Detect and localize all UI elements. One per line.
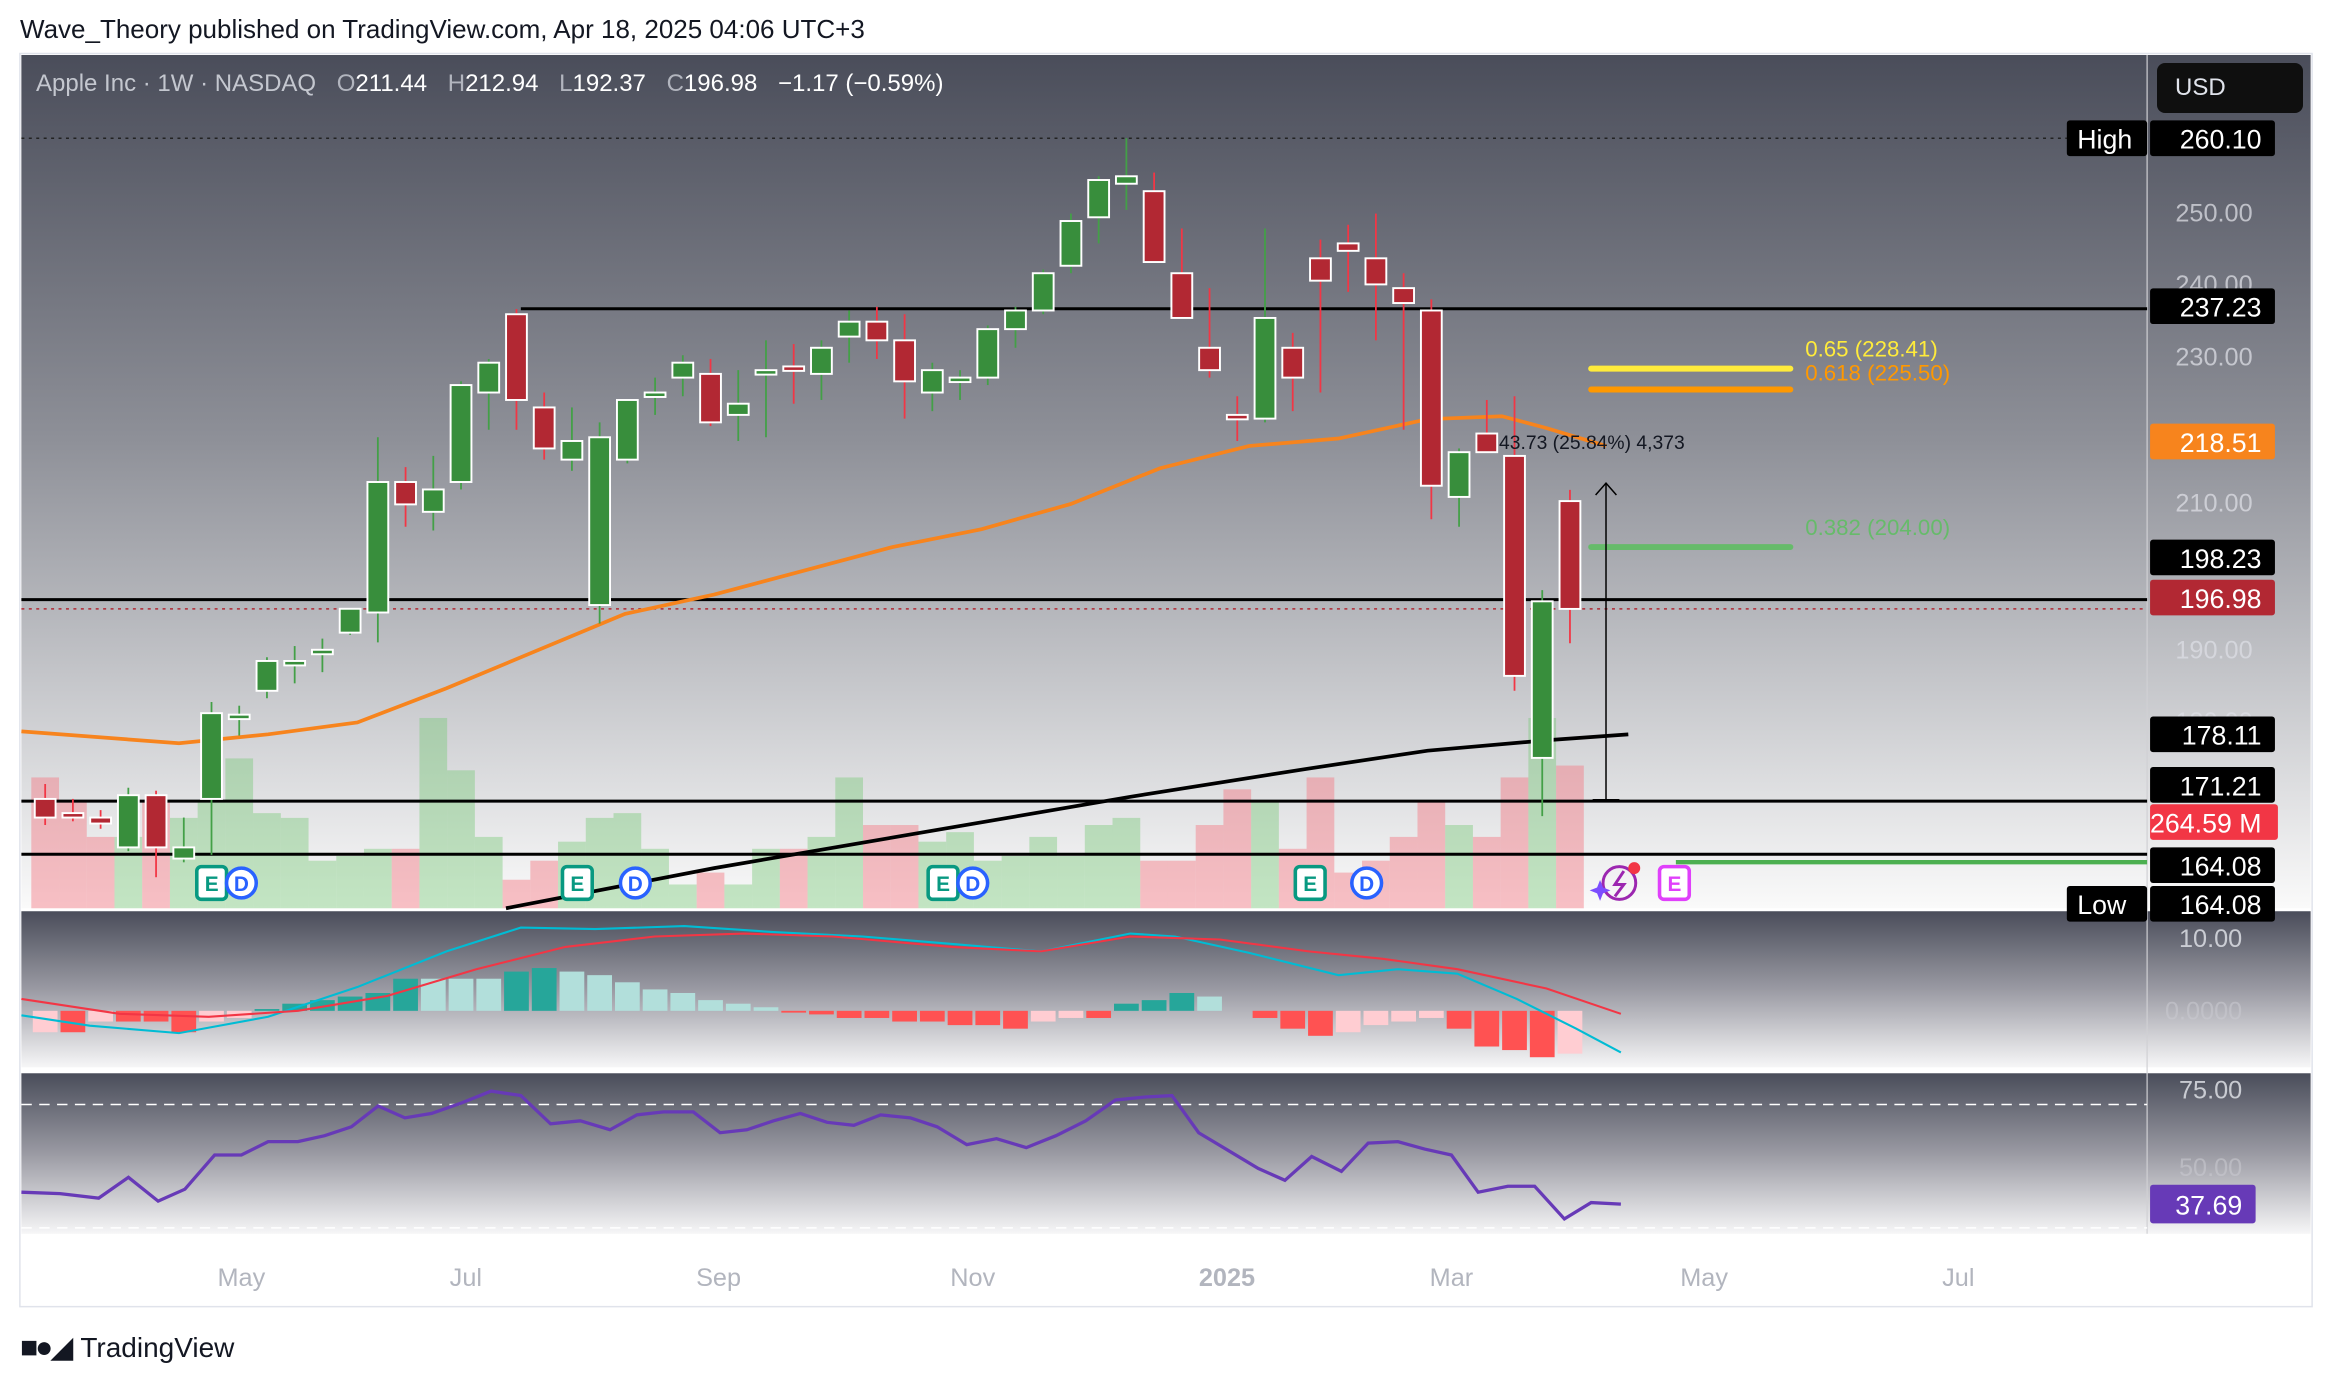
change-value: −1.17 (−0.59%)	[778, 70, 944, 97]
svg-text:0.382 (204.00): 0.382 (204.00)	[1805, 515, 1950, 540]
svg-text:178.11: 178.11	[2182, 721, 2262, 751]
svg-text:43.73 (25.84%) 4,373: 43.73 (25.84%) 4,373	[1499, 433, 1685, 454]
svg-text:D: D	[234, 873, 249, 896]
rsi-pane	[21, 1073, 2311, 1234]
svg-text:Nov: Nov	[950, 1264, 995, 1292]
svg-text:0.0000: 0.0000	[2165, 998, 2242, 1026]
svg-text:Low: Low	[2077, 890, 2127, 920]
svg-text:0.618 (225.50): 0.618 (225.50)	[1805, 361, 1950, 386]
main-pane	[21, 55, 2311, 909]
svg-text:237.23: 237.23	[2180, 293, 2262, 323]
svg-text:198.23: 198.23	[2180, 544, 2262, 574]
high-value: 212.94	[465, 70, 539, 97]
macd-pane	[21, 911, 2311, 1068]
svg-text:May: May	[1680, 1264, 1728, 1292]
svg-text:Jul: Jul	[1942, 1264, 1974, 1292]
svg-text:37.69: 37.69	[2175, 1190, 2242, 1220]
svg-text:Sep: Sep	[696, 1264, 741, 1292]
footer-brand[interactable]: ■●◢ TradingView	[20, 1330, 234, 1365]
svg-text:50.00: 50.00	[2179, 1154, 2242, 1182]
svg-text:218.51: 218.51	[2180, 428, 2262, 458]
svg-text:D: D	[965, 873, 980, 896]
svg-text:Mar: Mar	[1430, 1264, 1474, 1292]
svg-text:High: High	[2077, 125, 2132, 155]
symbol-name: Apple Inc · 1W · NASDAQ	[36, 70, 317, 97]
svg-text:264.59 M: 264.59 M	[2150, 808, 2262, 838]
svg-text:171.21: 171.21	[2180, 771, 2262, 801]
svg-text:D: D	[628, 873, 643, 896]
close-value: 196.98	[683, 70, 758, 97]
svg-text:210.00: 210.00	[2175, 489, 2252, 517]
svg-text:190.00: 190.00	[2175, 637, 2252, 665]
svg-text:May: May	[218, 1264, 266, 1292]
svg-text:E: E	[570, 873, 584, 896]
svg-text:164.08: 164.08	[2180, 890, 2262, 920]
svg-text:D: D	[1359, 873, 1374, 896]
svg-text:E: E	[1667, 873, 1681, 896]
open-value: 211.44	[355, 70, 428, 97]
svg-text:0.65 (228.41): 0.65 (228.41)	[1805, 337, 1938, 362]
tradingview-logo-icon: ■●◢	[20, 1331, 73, 1364]
svg-text:Jul: Jul	[450, 1264, 482, 1292]
svg-text:196.98: 196.98	[2180, 584, 2262, 614]
symbol-legend: Apple Inc · 1W · NASDAQ O211.44 H212.94 …	[36, 70, 944, 97]
svg-text:250.00: 250.00	[2175, 199, 2252, 227]
svg-text:164.08: 164.08	[2180, 852, 2262, 882]
brand-name: TradingView	[80, 1331, 235, 1363]
svg-text:260.10: 260.10	[2180, 125, 2262, 155]
publish-info: Wave_Theory published on TradingView.com…	[20, 14, 865, 44]
svg-text:75.00: 75.00	[2179, 1077, 2242, 1105]
svg-text:10.00: 10.00	[2179, 925, 2242, 953]
svg-text:2025: 2025	[1199, 1264, 1255, 1292]
currency-button[interactable]: USD	[2157, 63, 2303, 113]
low-value: 192.37	[572, 70, 646, 97]
svg-text:E: E	[205, 873, 219, 896]
svg-text:E: E	[1303, 873, 1317, 896]
svg-text:230.00: 230.00	[2175, 344, 2252, 372]
svg-text:E: E	[936, 873, 950, 896]
